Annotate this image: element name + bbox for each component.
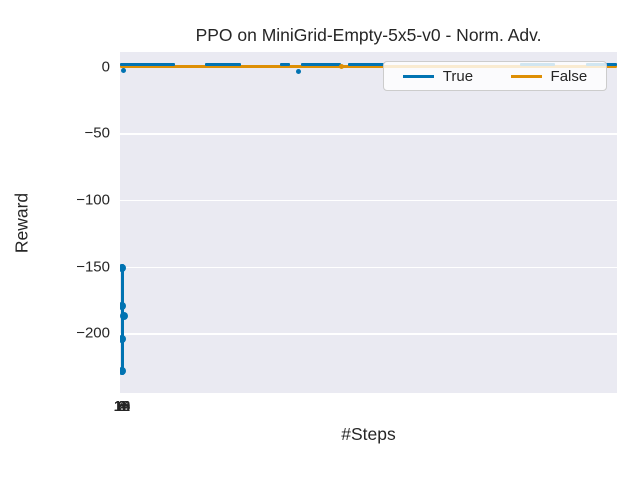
x-tick-label: 4 — [117, 398, 127, 415]
x-tick-label: 18 — [113, 398, 131, 415]
legend: True False — [383, 61, 607, 91]
false-series-line — [120, 65, 617, 68]
true-series-line-segment — [280, 63, 290, 66]
x-tick-labels-overlapping: 0 2 4 6 8 9 10 12 14 16 18 19 — [110, 398, 140, 416]
gridline — [120, 199, 617, 202]
legend-swatch-false — [510, 74, 542, 78]
true-series-line-segment — [120, 63, 175, 66]
legend-item-true: True — [402, 67, 474, 85]
chart-title: PPO on MiniGrid-Empty-5x5-v0 - Norm. Adv… — [195, 25, 542, 45]
y-tick-label: −100 — [76, 191, 110, 208]
true-series-marker — [120, 302, 126, 310]
gridline — [120, 333, 617, 335]
x-tick-label: 16 — [113, 398, 131, 415]
y-tick-label: −50 — [84, 124, 110, 142]
x-tick-label: 0 — [117, 398, 127, 415]
false-series-marker — [338, 64, 344, 69]
true-series-marker — [295, 68, 301, 74]
x-tick-label: 2 — [117, 398, 127, 415]
x-tick-label: 9 — [117, 398, 127, 415]
true-series-line-segment — [205, 63, 241, 66]
legend-label-false: False — [550, 67, 588, 85]
legend-swatch-true — [402, 74, 434, 78]
true-series-marker — [120, 367, 126, 375]
y-tick-label: −200 — [76, 324, 110, 342]
true-series-line-segment — [348, 63, 384, 66]
true-series-line-segment — [301, 63, 341, 66]
gridline — [120, 266, 617, 269]
x-tick-label: 14 — [113, 398, 131, 415]
x-tick-label: 10 — [113, 398, 131, 415]
x-axis-label: #Steps — [341, 424, 396, 444]
legend-item-false: False — [510, 67, 588, 85]
true-series-marker — [120, 335, 126, 343]
true-series-marker — [120, 312, 128, 320]
x-tick-label: 8 — [117, 398, 127, 415]
plot-area — [120, 52, 617, 393]
x-tick-label: 12 — [113, 398, 131, 415]
x-tick-label: 6 — [117, 398, 127, 415]
y-tick-label: 0 — [101, 58, 110, 75]
legend-label-true: True — [442, 67, 474, 85]
true-series-marker — [120, 264, 126, 272]
x-tick-label: 19 — [113, 398, 131, 415]
true-series-marker — [120, 67, 126, 73]
y-tick-label: −150 — [76, 258, 110, 275]
gridline — [120, 133, 617, 135]
